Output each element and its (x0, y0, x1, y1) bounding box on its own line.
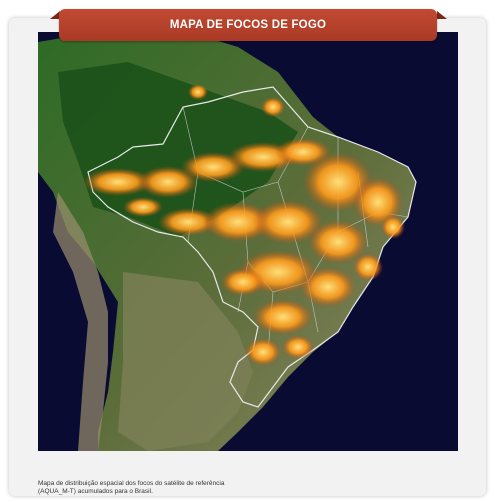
caption-line-2: (AQUA_M-T) acumulados para o Brasil. (38, 487, 153, 495)
fire-foci (83, 84, 405, 366)
map-caption: Mapa de distribuição espacial dos focos … (38, 480, 298, 495)
map-title-banner: MAPA DE FOCOS DE FOGO (59, 9, 437, 41)
banner-ribbon-right (437, 11, 447, 19)
banner-ribbon-left (50, 11, 60, 19)
southern-lowlands (118, 272, 253, 451)
caption-line-1: Mapa de distribuição espacial dos focos … (38, 480, 225, 487)
satellite-map-image (38, 32, 458, 451)
fire-focus-map (38, 32, 458, 451)
map-title: MAPA DE FOCOS DE FOGO (169, 19, 327, 31)
andes-region (53, 192, 108, 451)
